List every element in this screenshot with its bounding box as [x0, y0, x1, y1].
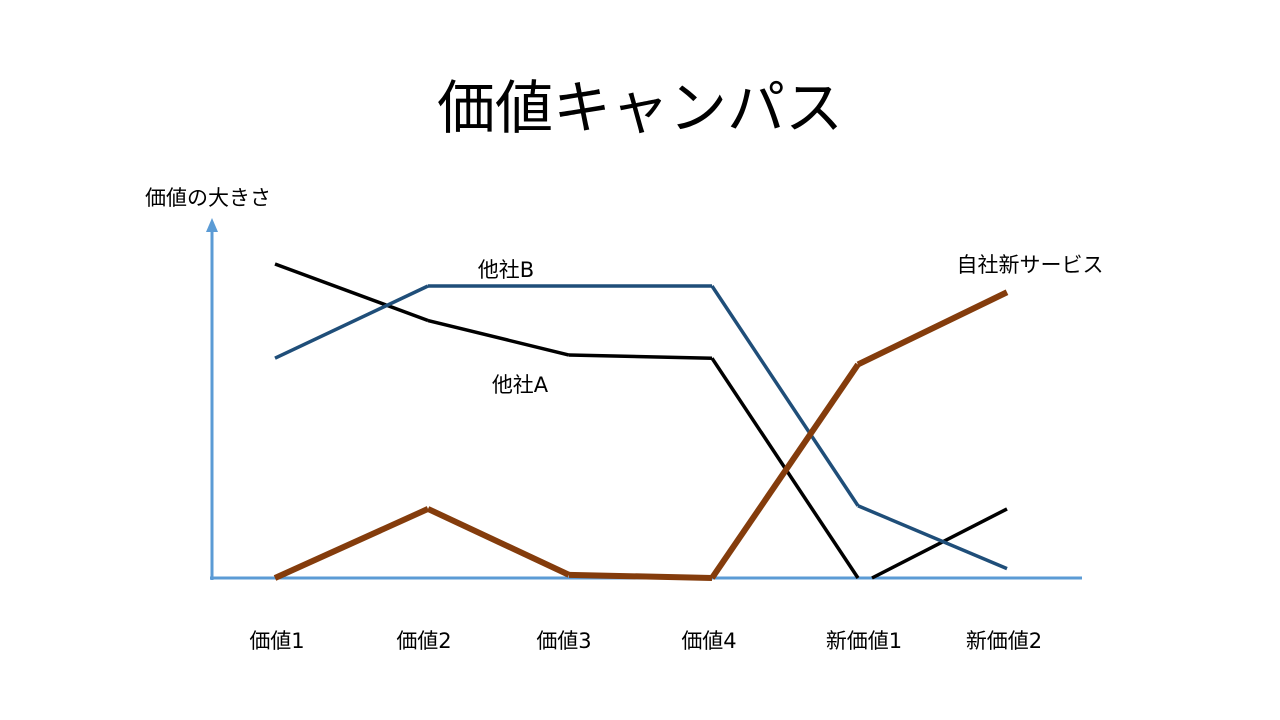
y-axis-label: 価値の大きさ [145, 186, 271, 210]
series-segment-own-service [428, 509, 569, 575]
x-tick-label: 価値2 [396, 629, 451, 653]
series-segment-own-service [275, 509, 428, 578]
series-label-own-service: 自社新サービス [957, 253, 1104, 277]
series-segment-own-service [569, 575, 712, 578]
series-segment-company-b [858, 506, 1007, 569]
series-label-company-b: 他社B [478, 258, 534, 282]
series-segment-own-service [858, 292, 1007, 364]
x-tick-label: 価値3 [536, 629, 591, 653]
x-tick-labels: 価値1 価値2 価値3 価値4 新価値1 新価値2 [249, 629, 1042, 653]
x-tick-label: 新価値2 [966, 629, 1042, 653]
y-axis-arrow-icon [206, 218, 218, 232]
x-tick-label: 価値4 [681, 629, 736, 653]
x-tick-label: 価値1 [249, 629, 304, 653]
x-tick-label: 新価値1 [826, 629, 902, 653]
series-layer [275, 264, 1007, 578]
series-segment-company-a [569, 355, 712, 358]
series-segment-company-a [275, 264, 428, 321]
series-segment-company-b [275, 286, 428, 358]
series-segment-company-a [428, 321, 569, 356]
series-label-company-a: 他社A [492, 373, 549, 397]
